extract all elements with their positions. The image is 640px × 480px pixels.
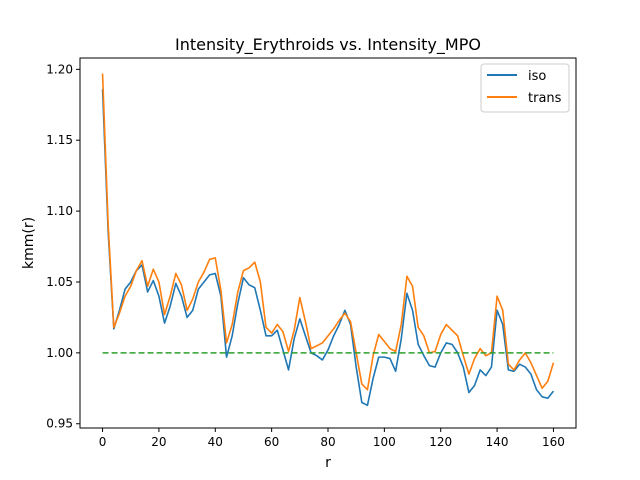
y-tick-label: 0.95 bbox=[46, 417, 73, 431]
legend-label-iso: iso bbox=[528, 69, 546, 84]
x-axis-label: r bbox=[325, 455, 331, 471]
x-tick-label: 40 bbox=[208, 435, 223, 449]
series-line-iso bbox=[101, 89, 555, 407]
x-tick-label: 0 bbox=[99, 435, 107, 449]
y-tick-label: 1.05 bbox=[46, 275, 73, 289]
plot-series-group bbox=[101, 73, 555, 407]
y-axis-ticks: 0.95 1.00 1.05 1.10 1.15 1.20 bbox=[46, 62, 80, 431]
legend-label-trans: trans bbox=[528, 91, 562, 106]
y-axis-label: kmm(r) bbox=[21, 217, 37, 269]
y-tick-label: 1.10 bbox=[46, 204, 73, 218]
y-tick-label: 1.15 bbox=[46, 133, 73, 147]
x-tick-label: 100 bbox=[373, 435, 396, 449]
legend: iso trans bbox=[480, 63, 570, 113]
y-tick-label: 1.00 bbox=[46, 346, 73, 360]
x-tick-label: 160 bbox=[542, 435, 565, 449]
x-tick-label: 120 bbox=[429, 435, 452, 449]
x-tick-label: 80 bbox=[320, 435, 335, 449]
x-tick-label: 140 bbox=[486, 435, 509, 449]
x-tick-label: 60 bbox=[264, 435, 279, 449]
x-tick-label: 20 bbox=[151, 435, 166, 449]
y-tick-label: 1.20 bbox=[46, 62, 73, 76]
chart-title: Intensity_Erythroids vs. Intensity_MPO bbox=[175, 35, 481, 55]
series-line-trans bbox=[101, 73, 555, 391]
x-axis-ticks: 0 20 40 60 80 100 120 140 160 bbox=[99, 428, 565, 449]
